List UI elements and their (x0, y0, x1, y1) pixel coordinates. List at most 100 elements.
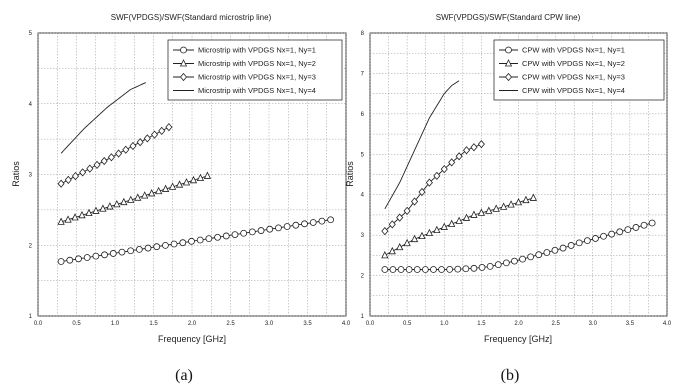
series-marker (551, 246, 559, 254)
series-marker (455, 152, 463, 161)
y-tick-label: 2 (361, 274, 365, 280)
x-tick-label: 1.0 (111, 321, 120, 327)
series-4 (60, 82, 146, 154)
series-marker (203, 171, 212, 179)
series-marker (648, 219, 656, 227)
legend-entry: CPW with VPDGS Nx=1, Ny=1 (499, 46, 625, 55)
legend-label: Microstrip with VPDGS Nx=1, Ny=3 (198, 73, 316, 82)
legend-entry: CPW with VPDGS Nx=1, Ny=4 (499, 86, 625, 95)
x-tick-label: 3.5 (626, 321, 635, 327)
x-tick-label: 3.5 (303, 321, 312, 327)
series-marker (93, 160, 101, 169)
series-marker (161, 184, 170, 192)
y-tick-label: 5 (29, 31, 33, 37)
chart-b: SWF(VPDGS)/SWF(Standard CPW line) 0.0 0.5… (345, 13, 672, 384)
series-marker (79, 168, 87, 177)
series-marker (120, 197, 128, 206)
series-marker (275, 224, 282, 232)
series-marker (113, 199, 121, 208)
series-marker (57, 217, 65, 225)
legend-entry: Microstrip with VPDGS Nx=1, Ny=1 (173, 46, 316, 55)
series-marker (396, 213, 404, 222)
series-marker (266, 225, 274, 233)
series-marker (470, 143, 478, 152)
x-tick-label: 2.5 (226, 321, 235, 327)
series-marker (231, 231, 239, 238)
series-marker (196, 173, 205, 182)
series-marker (153, 243, 161, 251)
series-marker (492, 204, 500, 212)
chart-a-x-label: Frequency [GHz] (158, 334, 226, 344)
chart-a: SWF(VPDGS)/SWF(Standard microstrip line)… (11, 13, 351, 384)
chart-a-y-label: Ratios (11, 161, 21, 187)
series-line (60, 175, 208, 223)
series-marker (425, 228, 434, 237)
chart-b-grid (369, 32, 668, 317)
series-marker (507, 200, 515, 208)
series-marker (500, 202, 508, 210)
series-marker (214, 233, 221, 241)
series-marker (583, 237, 591, 245)
series-marker (309, 219, 317, 226)
series-marker (162, 241, 169, 249)
series-marker (92, 206, 100, 214)
legend-entry: CPW with VPDGS Nx=1, Ny=3 (499, 73, 625, 82)
y-tick-label: 5 (361, 152, 365, 158)
series-marker (57, 258, 65, 265)
series-marker (403, 206, 411, 216)
series-marker (143, 134, 151, 143)
legend-label: CPW with VPDGS Nx=1, Ny=2 (522, 59, 625, 68)
series-marker (135, 246, 143, 253)
series-marker (616, 228, 624, 236)
series-marker (327, 216, 335, 224)
y-tick-label: 3 (29, 173, 33, 179)
x-tick-label: 1.5 (149, 321, 158, 327)
series-marker (511, 257, 518, 265)
x-tick-label: 2.5 (551, 321, 560, 327)
x-tick-label: 1.0 (440, 321, 449, 327)
series-marker (410, 234, 419, 243)
series-marker (397, 266, 405, 273)
series-marker (433, 171, 441, 180)
series-marker (470, 264, 478, 272)
legend-label: CPW with VPDGS Nx=1, Ny=3 (522, 73, 625, 82)
series-marker (129, 141, 137, 151)
series-marker (567, 242, 575, 249)
y-tick-label: 4 (29, 102, 33, 108)
y-tick-label: 8 (361, 31, 365, 37)
series-2 (381, 193, 537, 259)
y-tick-label: 7 (361, 71, 365, 77)
legend-marker (504, 59, 513, 67)
x-tick-label: 0.0 (34, 321, 43, 327)
series-marker (430, 266, 437, 273)
series-marker (502, 259, 510, 267)
series-marker (494, 261, 502, 269)
series-marker (462, 146, 471, 155)
legend-marker (179, 72, 188, 82)
chart-b-y-label: Ratios (345, 161, 355, 187)
series-marker (99, 204, 107, 212)
series-marker (127, 195, 135, 203)
series-marker (522, 195, 530, 204)
chart-b-legend: CPW with VPDGS Nx=1, Ny=1 CPW with VPDGS … (493, 39, 665, 101)
series-marker (519, 255, 526, 263)
series-marker (106, 202, 114, 210)
series-marker (559, 244, 567, 252)
series-marker (396, 242, 404, 251)
series-marker (462, 213, 471, 221)
x-tick-label: 4.0 (342, 321, 351, 327)
series-3 (57, 122, 173, 188)
series-marker (168, 182, 177, 190)
y-tick-label: 1 (29, 314, 33, 320)
series-marker (411, 197, 419, 206)
series-line (384, 80, 460, 210)
legend-box (167, 39, 343, 101)
series-marker (165, 122, 173, 132)
y-tick-label: 1 (361, 314, 365, 320)
series-marker (425, 178, 433, 187)
series-marker (189, 175, 198, 184)
chart-a-series (57, 82, 335, 265)
series-marker (57, 179, 65, 188)
chart-b-title: SWF(VPDGS)/SWF(Standard CPW line) (436, 13, 581, 22)
series-marker (109, 250, 117, 257)
